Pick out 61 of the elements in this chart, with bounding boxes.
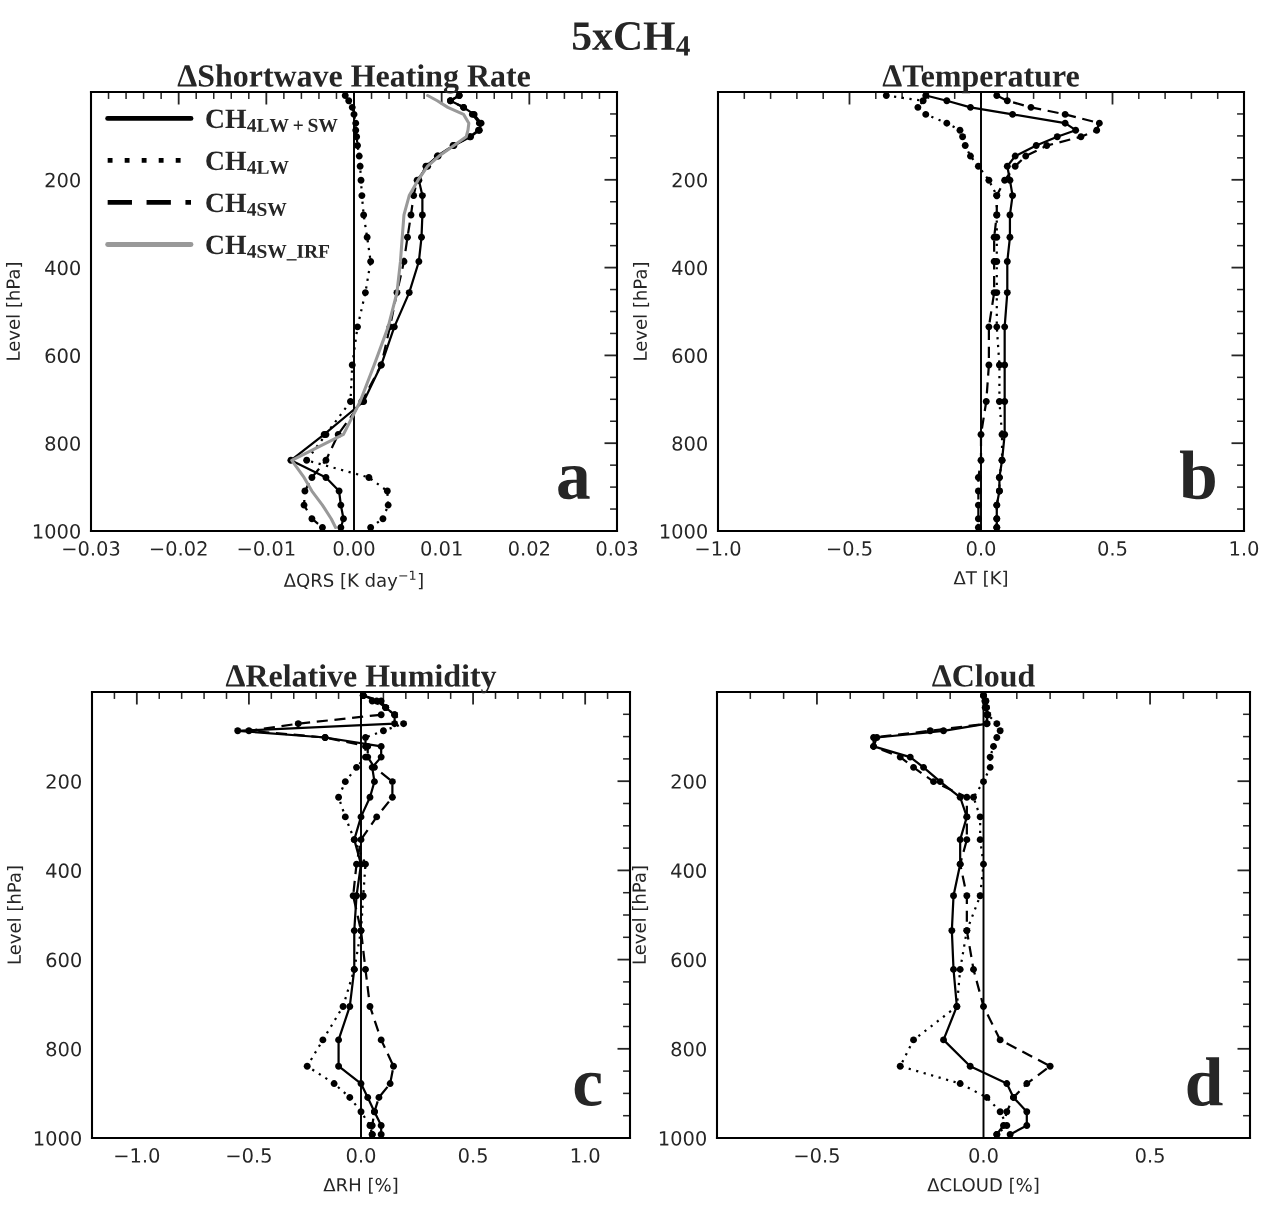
legend-label: CH$_{4SW}$	[206, 193, 287, 217]
y-tick-label: 600	[45, 348, 80, 364]
annotation: c	[574, 1072, 602, 1107]
y-tick-label: 800	[45, 436, 80, 451]
legend-label: CH$_{4LW}$	[206, 151, 289, 175]
y-tick-label: 400	[672, 260, 707, 276]
y-tick-label: 1000	[660, 523, 707, 539]
y-tick-label: 200	[46, 774, 81, 789]
chart-title: ΔRelative Humidity	[225, 664, 497, 694]
x-tick-label: −0.03	[63, 541, 120, 556]
x-tick-label: 0.0	[969, 1148, 998, 1163]
x-tick-label: −0.02	[150, 541, 207, 556]
chart-title: ΔTemperature	[882, 65, 1079, 94]
x-tick-label: 0.5	[458, 1148, 487, 1163]
y-tick-label: 400	[45, 260, 80, 276]
chart-title: ΔShortwave Heating Rate	[177, 64, 530, 94]
x-tick-label: 0.03	[596, 541, 638, 556]
y-tick-label: 1000	[34, 1130, 81, 1146]
x-tick-label: 0.0	[966, 541, 996, 556]
y-tick-label: 200	[672, 172, 707, 188]
y-axis-title: Level [hPa]	[631, 866, 649, 964]
x-tick-label: −0.5	[795, 1148, 839, 1163]
y-tick-label: 800	[46, 1041, 81, 1057]
x-tick-label: 0.5	[1135, 1148, 1164, 1163]
x-tick-label: 1.0	[1230, 541, 1259, 556]
y-tick-label: 600	[671, 952, 706, 968]
legend-label: CH$_{4SW_IRF}$	[206, 235, 330, 261]
y-tick-label: 800	[671, 1041, 706, 1057]
y-tick-label: 400	[46, 863, 81, 879]
chart-subtitle: 5xCH$_{4}$	[572, 22, 690, 56]
y-axis-title: Level [hPa]	[6, 866, 24, 964]
annotation: d	[1187, 1057, 1223, 1107]
y-tick-label: 800	[672, 436, 707, 451]
x-axis-title: ΔT [K]	[953, 570, 1007, 587]
y-tick-label: 1000	[33, 523, 80, 539]
x-tick-label: −1.0	[115, 1148, 160, 1163]
y-tick-label: 1000	[659, 1130, 706, 1146]
y-tick-label: 400	[671, 863, 706, 879]
y-tick-label: 600	[46, 952, 81, 968]
y-tick-label: 200	[45, 172, 80, 188]
y-axis-title: Level [hPa]	[5, 263, 23, 360]
x-tick-label: −1.0	[696, 541, 741, 556]
x-tick-label: −0.5	[827, 541, 872, 556]
y-tick-label: 600	[672, 348, 707, 364]
x-tick-label: 0.00	[333, 541, 375, 556]
legend-label: CH$_{4LW+SW}$	[206, 109, 338, 133]
x-tick-label: 0.5	[1098, 541, 1127, 556]
chart-title: ΔCloud	[932, 664, 1035, 687]
x-tick-label: 0.0	[346, 1148, 376, 1163]
annotation: b	[1179, 450, 1215, 500]
x-tick-label: −0.01	[238, 541, 295, 556]
x-tick-label: −0.5	[227, 1148, 271, 1163]
x-axis-title: ΔQRS [K day$^{−1}$]	[283, 570, 423, 591]
x-axis-title: ΔCLOUD [%]	[927, 1177, 1039, 1194]
x-tick-label: 0.01	[421, 541, 462, 556]
x-tick-label: 0.02	[508, 541, 550, 556]
x-tick-label: 1.0	[571, 1148, 600, 1163]
annotation: a	[558, 466, 590, 500]
x-axis-title: ΔRH [%]	[323, 1177, 398, 1194]
y-axis-title: Level [hPa]	[632, 263, 650, 360]
y-tick-label: 200	[671, 774, 706, 789]
